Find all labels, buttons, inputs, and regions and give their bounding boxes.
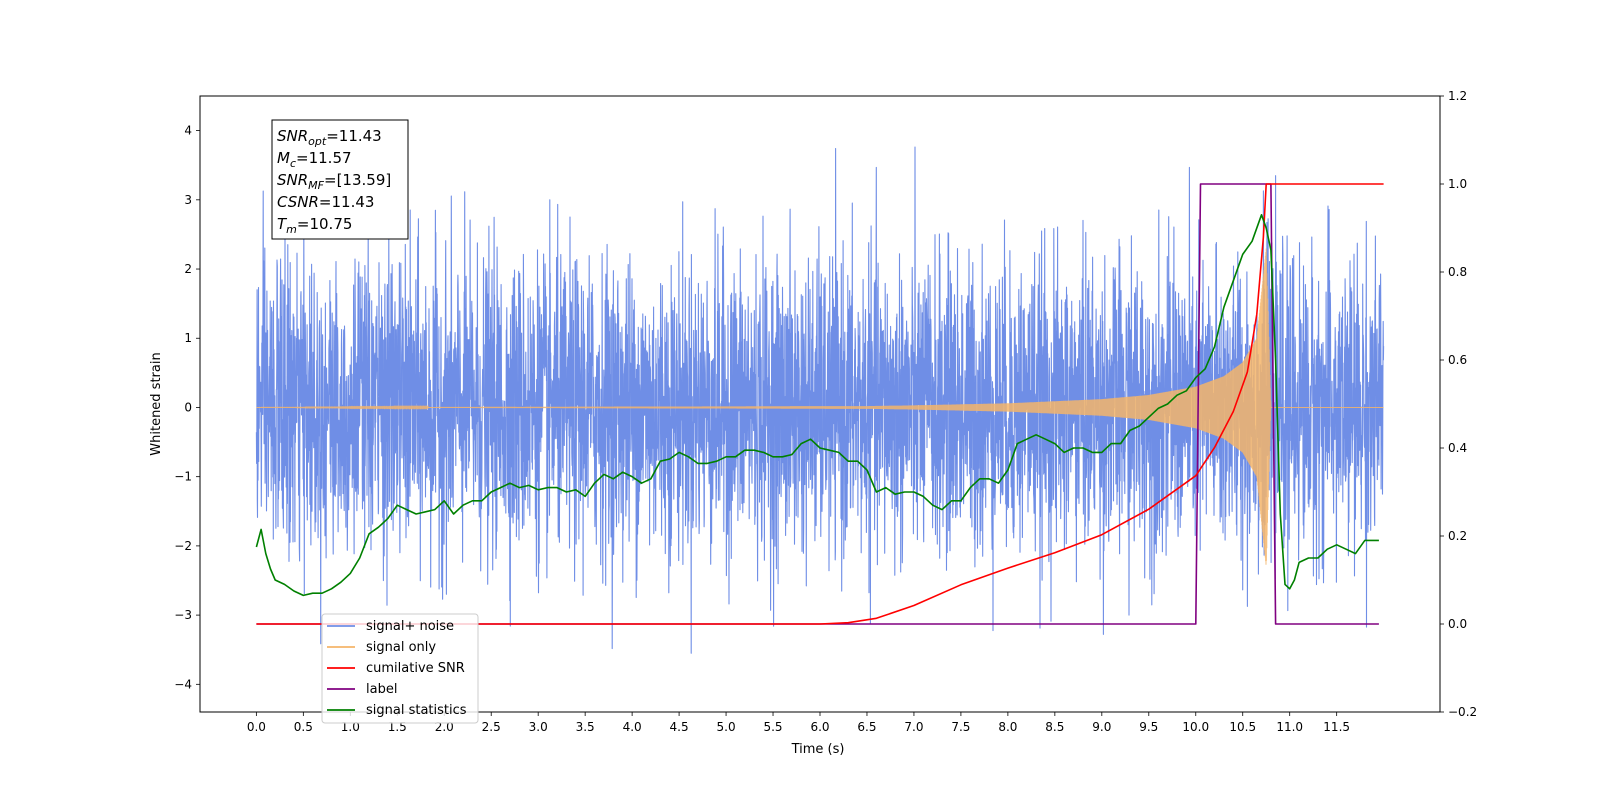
signal-only-series bbox=[256, 248, 1384, 565]
y-axis-left: −4 −3 −2 −1 0 1 2 3 4 bbox=[174, 124, 200, 691]
y-left-tick-label: 3 bbox=[184, 193, 192, 207]
x-tick-label: 8.5 bbox=[1045, 720, 1064, 734]
x-axis-label: Time (s) bbox=[791, 742, 845, 757]
legend-label: signal+ noise bbox=[366, 619, 454, 634]
x-tick-label: 11.0 bbox=[1276, 720, 1303, 734]
y-left-tick-label: 2 bbox=[184, 262, 192, 276]
stats-annotation-box: SNRopt=11.43Mc=11.57SNRMF=[13.59]CSNR=11… bbox=[271, 119, 409, 240]
y-left-tick-label: 0 bbox=[184, 400, 192, 414]
x-tick-label: 10.0 bbox=[1182, 720, 1209, 734]
legend: signal+ noise signal only cumilative SNR la… bbox=[321, 613, 479, 724]
annotation-line: SNRMF=[13.59] bbox=[277, 171, 391, 192]
series-line-signal-noise bbox=[255, 146, 1385, 654]
x-tick-label: 10.5 bbox=[1229, 720, 1256, 734]
x-tick-label: 9.5 bbox=[1139, 720, 1158, 734]
annotation-box-frame bbox=[271, 119, 409, 240]
y-right-tick-label: 0.6 bbox=[1448, 353, 1467, 367]
x-tick-label: 11.5 bbox=[1323, 720, 1350, 734]
x-tick-label: 3.0 bbox=[529, 720, 548, 734]
signal-noise-series bbox=[255, 146, 1385, 654]
x-tick-label: 5.5 bbox=[763, 720, 782, 734]
legend-label: label bbox=[366, 682, 397, 697]
y-right-tick-label: 1.0 bbox=[1448, 177, 1467, 191]
x-tick-label: 0.5 bbox=[294, 720, 313, 734]
right-axis-series bbox=[255, 183, 1384, 625]
series-line-label bbox=[256, 183, 1379, 625]
series-line-signal-statistics bbox=[255, 214, 1379, 597]
annotation-line: Tm=10.75 bbox=[277, 215, 352, 236]
x-tick-label: 8.0 bbox=[998, 720, 1017, 734]
y-left-tick-label: −1 bbox=[174, 470, 192, 484]
x-axis: 0.0 0.5 1.0 1.5 2.0 2.5 3.0 3.5 4.0 4.5 5.0 5.5 6.0 6… bbox=[247, 712, 1350, 734]
x-tick-label: 2.5 bbox=[482, 720, 501, 734]
x-tick-label: 4.0 bbox=[623, 720, 642, 734]
annotation-line: SNRopt=11.43 bbox=[277, 127, 382, 148]
y-left-tick-label: 4 bbox=[184, 124, 192, 138]
y-left-tick-label: −4 bbox=[174, 677, 192, 691]
series-line-signal-only bbox=[256, 248, 1384, 565]
x-tick-label: 6.5 bbox=[857, 720, 876, 734]
y-axis-left-label: Whitened strain bbox=[149, 352, 164, 455]
series-line-cumilative-snr bbox=[256, 183, 1384, 625]
x-tick-label: 6.0 bbox=[810, 720, 829, 734]
y-right-tick-label: 0.0 bbox=[1448, 617, 1467, 631]
y-right-tick-label: 1.2 bbox=[1448, 89, 1467, 103]
x-tick-label: 0.0 bbox=[247, 720, 266, 734]
x-tick-label: 5.0 bbox=[717, 720, 736, 734]
y-right-tick-label: −0.2 bbox=[1448, 705, 1477, 719]
annotation-line: Mc=11.57 bbox=[277, 149, 352, 170]
annotation-line: CSNR=11.43 bbox=[277, 193, 374, 211]
y-left-tick-label: −2 bbox=[174, 539, 192, 553]
x-tick-label: 4.5 bbox=[670, 720, 689, 734]
x-tick-label: 9.0 bbox=[1092, 720, 1111, 734]
legend-frame bbox=[321, 613, 479, 724]
legend-label: signal only bbox=[366, 640, 436, 655]
y-left-tick-label: −3 bbox=[174, 608, 192, 622]
x-tick-label: 7.0 bbox=[904, 720, 923, 734]
legend-label: cumilative SNR bbox=[366, 661, 465, 676]
legend-label: signal statistics bbox=[366, 703, 467, 718]
y-right-tick-label: 0.2 bbox=[1448, 529, 1467, 543]
y-axis-right: −0.2 0.0 0.2 0.4 0.6 0.8 1.0 1.2 bbox=[1440, 89, 1477, 719]
x-tick-label: 3.5 bbox=[576, 720, 595, 734]
x-tick-label: 7.5 bbox=[951, 720, 970, 734]
y-right-tick-label: 0.8 bbox=[1448, 265, 1467, 279]
y-right-tick-label: 0.4 bbox=[1448, 441, 1467, 455]
y-left-tick-label: 1 bbox=[184, 331, 192, 345]
